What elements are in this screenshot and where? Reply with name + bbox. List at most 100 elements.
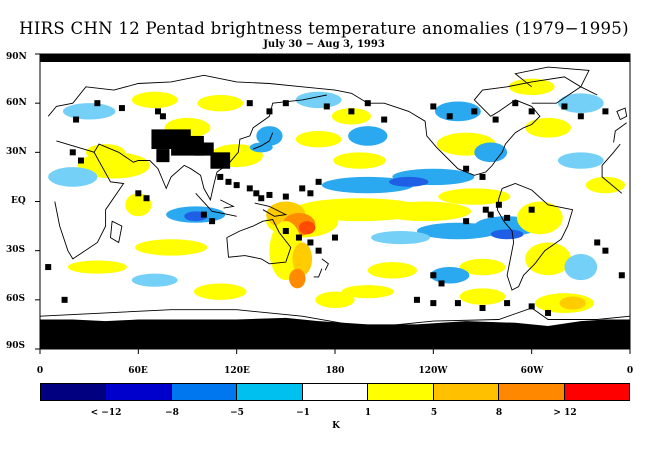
- anomaly-patch: [197, 94, 244, 112]
- no-data-pixel: [323, 103, 330, 110]
- no-data-pixel: [307, 190, 314, 197]
- colorbar-segment: [564, 384, 629, 400]
- lat-label-60s: 60S: [6, 294, 26, 304]
- colorbar-label: 1: [364, 408, 372, 418]
- anomaly-patch: [292, 242, 313, 276]
- no-data-pixel: [594, 239, 601, 246]
- no-data-pixel: [545, 309, 552, 316]
- no-data-pixel: [258, 195, 265, 202]
- no-data-pixel: [463, 218, 470, 225]
- colorbar-unit: K: [332, 421, 340, 431]
- no-data-pixel: [487, 211, 494, 218]
- no-data-pixel: [217, 173, 224, 180]
- no-data-pixel: [618, 272, 625, 279]
- coastline: [321, 258, 329, 271]
- map-title: HIRS CHN 12 Pentad brightness temperatur…: [19, 19, 629, 38]
- anomaly-patch: [289, 268, 306, 289]
- anomaly-patch: [430, 267, 470, 284]
- no-data-pixel: [602, 247, 609, 254]
- no-data-pixel: [295, 234, 302, 241]
- anomaly-patch: [256, 126, 283, 146]
- lon-label-0-east: 0: [626, 366, 634, 376]
- colorbar-segment: [106, 384, 172, 400]
- no-data-pixel: [561, 103, 568, 110]
- anomaly-patch: [525, 242, 571, 276]
- anomaly-patch: [585, 176, 626, 194]
- no-data-pixel: [446, 113, 453, 120]
- lat-label-90s: 90S: [6, 341, 26, 351]
- lon-label-180: 180: [325, 366, 345, 376]
- no-data-pixel: [413, 296, 420, 303]
- anomaly-patch: [48, 167, 98, 187]
- colorbar-label: < −12: [90, 408, 122, 418]
- no-data-pixel: [528, 303, 535, 310]
- no-data-pixel: [94, 100, 101, 107]
- no-data-pixel: [307, 239, 314, 246]
- no-data-pixel: [225, 178, 232, 185]
- no-data-pixel: [492, 116, 499, 123]
- no-data-pixel: [246, 100, 253, 107]
- colorbar-segment: [237, 384, 303, 400]
- colorbar-segment: [433, 384, 500, 400]
- anomaly-patch: [194, 283, 247, 300]
- no-data-pixel: [479, 173, 486, 180]
- anomaly-patch: [341, 285, 394, 299]
- no-data-pixel: [45, 264, 52, 271]
- anomaly-patch: [249, 142, 273, 153]
- no-data-pixel: [282, 193, 289, 200]
- no-data-pixel: [463, 165, 470, 172]
- anomaly-patch: [559, 296, 586, 310]
- no-data-pixel: [471, 108, 478, 115]
- anomaly-patch: [516, 201, 563, 235]
- no-data-pixel: [381, 116, 388, 123]
- lon-label-120w: 120W: [418, 366, 448, 376]
- anomaly-patch: [367, 262, 417, 279]
- no-data-pixel: [430, 103, 437, 110]
- anomaly-patch: [67, 260, 127, 274]
- no-data-region: [40, 54, 630, 62]
- colorbar-label: 8: [495, 408, 503, 418]
- no-data-region: [194, 142, 214, 156]
- anomaly-patch: [459, 288, 506, 305]
- anomaly-patch: [434, 101, 481, 122]
- no-data-region: [40, 317, 630, 349]
- lat-label-30s: 30S: [6, 245, 26, 255]
- anomaly-patch: [315, 291, 355, 309]
- anomaly-patch: [295, 91, 342, 109]
- anomaly-patch: [474, 142, 508, 163]
- no-data-pixel: [159, 113, 166, 120]
- no-data-pixel: [253, 190, 260, 197]
- lon-label-60e: 60E: [128, 366, 148, 376]
- no-data-region: [210, 152, 231, 169]
- coastline: [254, 202, 288, 217]
- no-data-pixel: [246, 185, 253, 192]
- no-data-pixel: [504, 300, 511, 307]
- no-data-pixel: [438, 280, 445, 287]
- no-data-pixel: [233, 182, 240, 189]
- colorbar-label: −8: [165, 408, 179, 418]
- coastline: [616, 107, 628, 121]
- anomaly-patch: [525, 117, 571, 138]
- no-data-pixel: [77, 157, 84, 164]
- no-data-pixel: [282, 228, 289, 234]
- no-data-pixel: [135, 190, 142, 197]
- map-subtitle: July 30 − Aug 3, 1993: [263, 39, 385, 50]
- lon-label-60w: 60W: [520, 366, 544, 376]
- coastline: [93, 94, 327, 202]
- anomaly-patch: [557, 93, 604, 113]
- anomaly-patch: [438, 188, 511, 205]
- anomaly-patch: [490, 229, 524, 240]
- colorbar-label: −5: [230, 408, 244, 418]
- no-data-pixel: [482, 206, 489, 213]
- no-data-pixel: [282, 100, 289, 107]
- colorbar-label: −1: [296, 408, 310, 418]
- coastline: [351, 76, 598, 176]
- coastline: [252, 132, 274, 150]
- no-data-pixel: [479, 305, 486, 312]
- no-data-pixel: [155, 108, 161, 115]
- anomaly-patch: [379, 201, 472, 222]
- no-data-pixel: [200, 211, 207, 218]
- coastline: [496, 183, 574, 291]
- colorbar-segment: [41, 384, 107, 400]
